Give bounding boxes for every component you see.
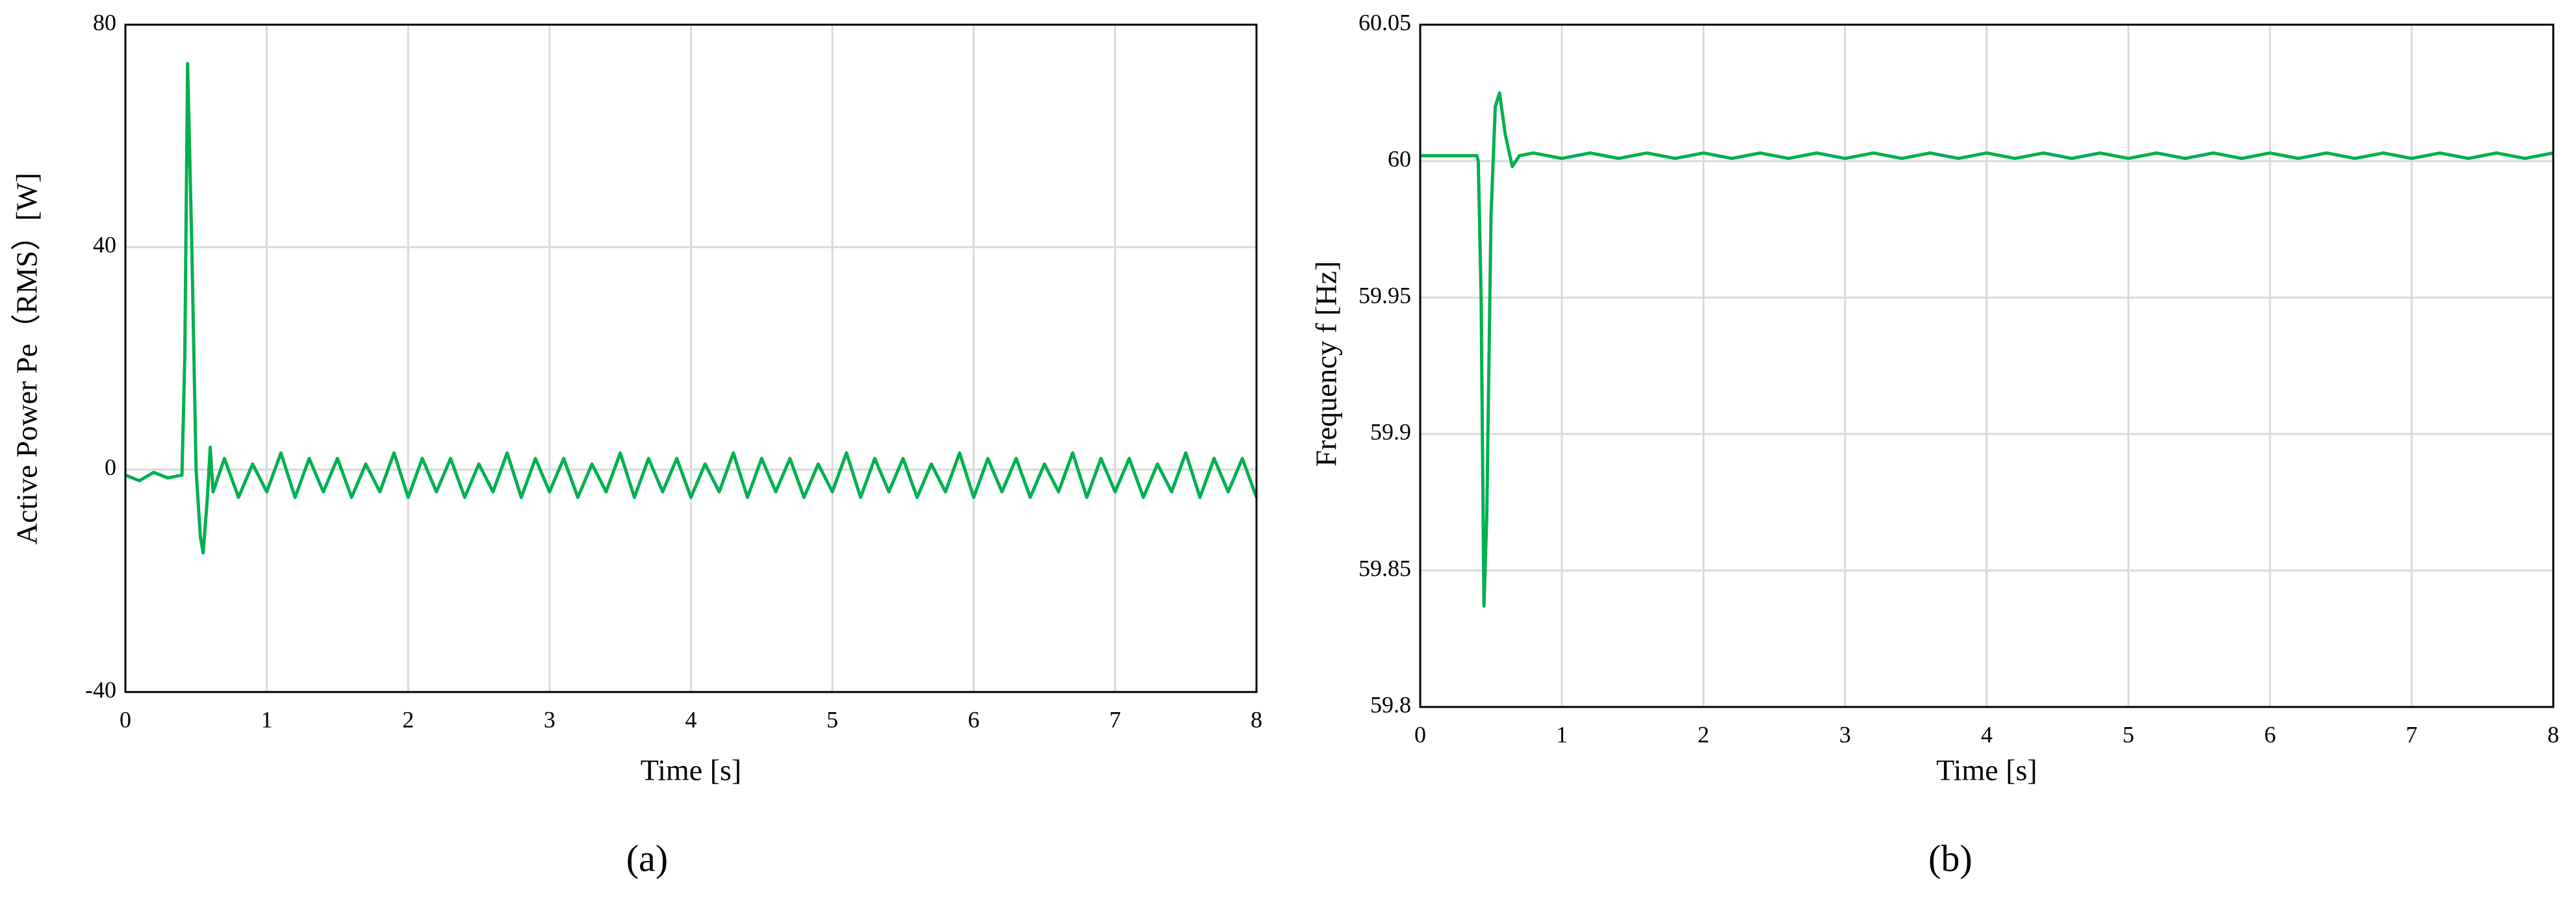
x-tick-label: 6: [968, 706, 980, 732]
y-tick-label: 40: [93, 232, 116, 258]
x-tick-label: 8: [2547, 721, 2559, 747]
x-tick-label: 1: [261, 706, 273, 732]
x-axis-title: Time [s]: [641, 754, 742, 787]
y-tick-label: 59.85: [1358, 555, 1411, 581]
x-tick-label: 2: [1698, 721, 1709, 747]
panel-caption: (a): [626, 837, 668, 879]
x-tick-label: 4: [1981, 721, 1993, 747]
x-tick-label: 5: [826, 706, 838, 732]
x-tick-label: 4: [685, 706, 697, 732]
y-tick-label: 59.8: [1370, 691, 1411, 717]
x-axis-title: Time [s]: [1936, 754, 2037, 787]
x-tick-label: 6: [2264, 721, 2276, 747]
x-tick-label: 3: [1839, 721, 1851, 747]
x-tick-label: 7: [2406, 721, 2417, 747]
x-tick-label: 2: [402, 706, 414, 732]
plot-frame: [124, 23, 1258, 693]
x-tick-label: 8: [1251, 706, 1262, 732]
x-tick-label: 3: [544, 706, 555, 732]
y-tick-label: 0: [105, 454, 116, 480]
y-tick-label: 59.95: [1358, 282, 1411, 308]
y-axis-title: Frequency f [Hz]: [1310, 261, 1343, 467]
x-tick-label: 5: [2123, 721, 2134, 747]
x-tick-label: 7: [1109, 706, 1121, 732]
y-tick-label: 60.05: [1358, 9, 1411, 35]
x-tick-label: 0: [120, 706, 131, 732]
y-tick-label: -40: [85, 676, 116, 702]
panel-caption: (b): [1928, 837, 1972, 879]
data-line: [1420, 91, 2554, 608]
x-tick-label: 0: [1414, 721, 1426, 747]
data-line: [125, 62, 1258, 555]
plot-frame: [1419, 23, 2555, 708]
y-axis-title: Active Power Pe（RMS）[W]: [10, 173, 44, 545]
y-tick-label: 80: [93, 9, 116, 35]
y-tick-label: 59.9: [1370, 418, 1411, 444]
y-tick-label: 60: [1388, 146, 1411, 172]
x-tick-label: 1: [1556, 721, 1568, 747]
